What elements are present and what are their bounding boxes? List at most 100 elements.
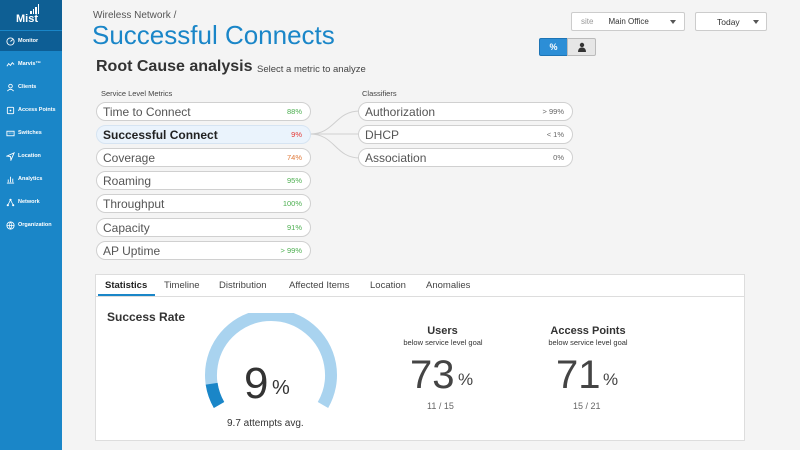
slm-column-label: Service Level Metrics (101, 89, 173, 98)
sidebar-item-clients[interactable]: Clients (0, 77, 62, 97)
metric-roaming[interactable]: Roaming 95% (96, 171, 311, 190)
users-subtitle: below service level goal (403, 338, 483, 347)
tab-affected-items[interactable]: Affected Items (289, 280, 350, 291)
classifier-name: Association (365, 150, 427, 165)
sidebar-item-label: Monitor (18, 38, 39, 44)
active-tab-indicator (98, 294, 155, 296)
tab-bar: Statistics Timeline Distribution Affecte… (96, 275, 744, 297)
analytics-icon (5, 174, 15, 184)
metric-name: Coverage (103, 150, 156, 165)
classifier-dhcp[interactable]: DHCP < 1% (358, 125, 573, 144)
tab-statistics[interactable]: Statistics (105, 280, 148, 291)
sidebar-item-label: Location (18, 153, 41, 159)
sidebar-item-label: Clients (18, 84, 37, 90)
success-rate-unit: % (272, 377, 290, 399)
access-points-icon (5, 105, 15, 115)
metric-throughput[interactable]: Throughput 100% (96, 194, 311, 213)
metric-value: 88% (286, 107, 302, 116)
metric-coverage[interactable]: Coverage 74% (96, 148, 311, 167)
success-rate-value: 9 (244, 359, 269, 408)
sidebar-item-label: Organization (18, 222, 52, 228)
chevron-down-icon (753, 20, 759, 24)
mist-logo[interactable]: Mist (0, 0, 62, 30)
monitor-icon (5, 36, 15, 46)
sidebar-item-access-points[interactable]: Access Points (0, 100, 62, 120)
access-points-title: Access Points (550, 325, 626, 337)
metric-name: Time to Connect (103, 104, 191, 119)
sidebar-item-label: Marvis™ (18, 61, 41, 67)
gauge-track (205, 313, 337, 408)
tab-anomalies[interactable]: Anomalies (426, 280, 471, 291)
rca-title: Root Cause analysis (96, 58, 253, 75)
sidebar-item-location[interactable]: Location (0, 146, 62, 166)
users-value: 73 (410, 353, 455, 397)
organization-icon (5, 220, 15, 230)
access-points-value: 71 (556, 353, 601, 397)
metric-ap-uptime[interactable]: AP Uptime > 99% (96, 241, 311, 260)
tab-distribution[interactable]: Distribution (219, 280, 267, 291)
sidebar-item-label: Access Points (18, 107, 56, 113)
rca-subtitle: Select a metric to analyze (257, 64, 366, 75)
metric-name: Roaming (103, 173, 152, 188)
metric-value: 9% (291, 130, 302, 139)
access-points-fraction: 15 / 21 (573, 401, 601, 411)
classifier-association[interactable]: Association 0% (358, 148, 573, 167)
sidebar-item-analytics[interactable]: Analytics (0, 169, 62, 189)
details-panel: Statistics Timeline Distribution Affecte… (95, 274, 745, 441)
sidebar-item-label: Network (18, 199, 40, 205)
logo-text: Mist (16, 13, 38, 25)
chevron-down-icon (670, 20, 676, 24)
metric-name: Throughput (103, 196, 165, 211)
sidebar-item-organization[interactable]: Organization (0, 215, 62, 235)
access-points-unit: % (603, 370, 619, 389)
sidebar-item-network[interactable]: Network (0, 192, 62, 212)
sidebar-item-monitor[interactable]: Monitor (0, 31, 62, 51)
network-icon (5, 197, 15, 207)
site-label: site (581, 17, 594, 26)
users-title: Users (427, 325, 458, 337)
logo-bars-icon (30, 4, 40, 14)
classifier-name: Authorization (365, 104, 436, 119)
metric-value: 100% (282, 199, 302, 208)
user-toggle-button[interactable] (567, 38, 596, 56)
access-points-subtitle: below service level goal (548, 338, 628, 347)
attempts-average: 9.7 attempts avg. (227, 418, 304, 429)
metric-value: 74% (286, 153, 302, 162)
switches-icon (5, 128, 15, 138)
tab-location[interactable]: Location (370, 280, 406, 291)
classifiers-column-label: Classifiers (362, 89, 397, 98)
site-value: Main Office (608, 17, 649, 26)
sidebar: Mist Monitor Marvis™ Clients Access Poin… (0, 0, 62, 450)
time-range-dropdown[interactable]: Today (695, 12, 767, 31)
time-range-value: Today (717, 16, 740, 27)
user-icon (577, 42, 586, 52)
percent-toggle-button[interactable]: % (539, 38, 568, 56)
users-unit: % (458, 370, 474, 389)
success-rate-title: Success Rate (107, 310, 186, 324)
success-rate-gauge (205, 313, 337, 409)
metric-value: > 99% (280, 246, 302, 255)
sidebar-item-switches[interactable]: Switches (0, 123, 62, 143)
classifier-name: DHCP (365, 127, 400, 142)
metric-name: Capacity (103, 220, 150, 235)
sidebar-item-label: Switches (18, 130, 42, 136)
users-fraction: 11 / 15 (427, 401, 454, 411)
clients-icon (5, 82, 15, 92)
breadcrumb[interactable]: Wireless Network / (93, 10, 177, 21)
metric-capacity[interactable]: Capacity 91% (96, 218, 311, 237)
sidebar-item-marvis[interactable]: Marvis™ (0, 54, 62, 74)
metric-name: Successful Connect (103, 127, 218, 142)
sidebar-item-label: Analytics (18, 176, 43, 182)
classifier-connector (309, 110, 361, 159)
metric-time-to-connect[interactable]: Time to Connect 88% (96, 102, 311, 121)
metric-value: 91% (286, 223, 302, 232)
location-icon (5, 151, 15, 161)
page-title: Successful Connects (92, 20, 335, 50)
classifier-authorization[interactable]: Authorization > 99% (358, 102, 573, 121)
site-dropdown[interactable]: site Main Office (571, 12, 685, 31)
metric-successful-connect[interactable]: Successful Connect 9% (96, 125, 311, 144)
gauge-fill (205, 382, 225, 409)
metric-name: AP Uptime (103, 243, 161, 258)
tab-timeline[interactable]: Timeline (164, 280, 200, 291)
classifier-value: 0% (553, 153, 564, 162)
